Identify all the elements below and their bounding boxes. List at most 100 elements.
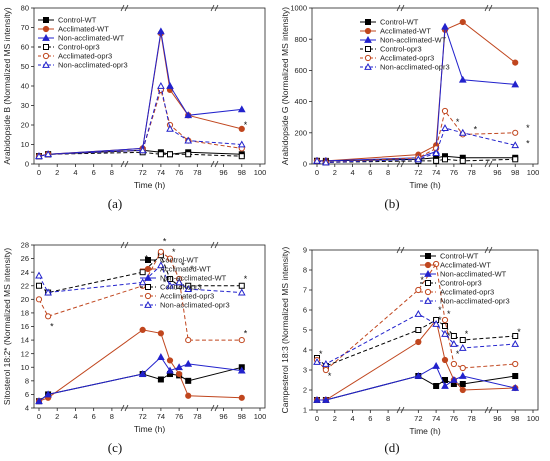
data-point	[313, 357, 321, 365]
data-point	[415, 338, 422, 346]
data-point	[184, 359, 193, 367]
x-tick-label: 100	[527, 414, 540, 423]
plot-frame	[311, 7, 539, 165]
data-point	[459, 18, 466, 26]
data-point	[450, 333, 457, 339]
data-point	[157, 261, 165, 269]
data-point	[35, 397, 43, 405]
data-point	[139, 326, 146, 333]
series-line	[38, 251, 242, 341]
data-point	[414, 155, 423, 163]
legend-marker	[144, 300, 152, 308]
legend-marker	[145, 284, 151, 290]
panel-label: (d)	[384, 440, 399, 455]
legend-marker	[144, 273, 152, 281]
x-tick-label: 4	[73, 412, 77, 421]
legend-label: Control-opr3	[160, 283, 202, 292]
significance-star: *	[50, 322, 54, 332]
significance-star: *	[447, 331, 451, 341]
x-tick-label: 0	[315, 168, 319, 177]
data-point	[433, 157, 440, 164]
x-tick-label: 6	[92, 168, 96, 177]
legend-label: Control-WT	[440, 252, 479, 261]
y-tick-label: 5	[303, 326, 307, 335]
data-point	[157, 248, 164, 255]
data-point	[138, 370, 147, 377]
significance-star: *	[456, 117, 460, 127]
data-point	[432, 149, 440, 156]
data-point	[459, 364, 466, 372]
axis-break	[210, 160, 219, 168]
y-axis-title: Arabidopside G (Normalized MS intensity)	[280, 7, 290, 165]
data-point	[441, 381, 449, 389]
legend-label: Control-opr3	[380, 45, 422, 54]
data-point	[458, 75, 467, 83]
data-point	[138, 278, 147, 286]
legend: Control-WTAcclimated-WTNon-acclimated-WT…	[420, 252, 510, 306]
data-point	[459, 157, 466, 164]
axis-break	[210, 241, 219, 249]
legend-marker	[424, 261, 432, 269]
data-point	[166, 357, 174, 364]
panel-label: (b)	[384, 196, 399, 211]
y-tick-label: 80	[21, 4, 29, 13]
series-line	[38, 88, 242, 157]
legend-marker	[42, 52, 50, 60]
data-point	[459, 337, 466, 343]
x-axis-title: Time (h)	[409, 180, 440, 190]
legend-label: Acclimated-WT	[160, 265, 211, 274]
legend-label: Acclimated-opr3	[440, 288, 494, 297]
series-line	[316, 313, 516, 365]
data-point	[442, 156, 448, 163]
y-tick-label: 22	[21, 281, 29, 290]
data-point	[415, 286, 422, 294]
data-point	[166, 281, 174, 289]
x-tick-label: 0	[315, 414, 319, 423]
x-tick-label: 76	[175, 412, 183, 421]
data-point	[322, 395, 330, 403]
legend-marker	[144, 292, 152, 300]
data-point	[157, 330, 164, 337]
x-axis-title: Time (h)	[134, 180, 165, 190]
y-tick-label: 800	[294, 35, 307, 44]
legend-label: Non-acclimated-WT	[58, 34, 125, 43]
x-tick-label: 74	[432, 168, 440, 177]
data-point	[450, 339, 458, 347]
significance-star: *	[526, 123, 530, 133]
y-tick-label: 20	[21, 121, 29, 130]
data-point	[166, 255, 174, 262]
y-tick-label: 3	[303, 366, 307, 375]
data-point	[184, 136, 193, 144]
x-tick-label: 74	[157, 168, 165, 177]
axis-break	[484, 4, 493, 12]
y-tick-label: 20	[21, 295, 29, 304]
y-tick-label: 24	[21, 268, 29, 277]
axis-break	[396, 246, 405, 254]
series-line	[38, 329, 242, 402]
y-tick-label: 7	[303, 286, 307, 295]
axis-break	[484, 160, 493, 168]
x-tick-label: 100	[254, 412, 267, 421]
legend-marker	[364, 35, 372, 43]
legend-marker	[424, 269, 432, 277]
x-tick-label: 72	[138, 412, 146, 421]
data-point	[441, 356, 449, 364]
panel-1: 0 200 400 600 800 1000 0 2 4 6 8 72 74 76 78 96 98 100 Tim…	[280, 4, 539, 211]
y-tick-label: 4	[303, 346, 307, 355]
y-tick-label: 0	[303, 160, 307, 169]
y-axis-title: Sitosterol 18:2* (Normalized MS intensit…	[2, 248, 12, 405]
data-point	[184, 285, 193, 293]
x-tick-label: 96	[493, 168, 501, 177]
legend-label: Non-acclimated-WT	[160, 274, 227, 283]
data-point	[322, 366, 329, 374]
legend-marker	[145, 257, 151, 263]
legend-marker	[42, 33, 50, 41]
series-line	[317, 375, 516, 401]
data-point	[238, 336, 245, 344]
significance-star: *	[526, 139, 530, 149]
legend-marker	[144, 265, 152, 273]
x-tick-label: 2	[55, 168, 59, 177]
data-point	[166, 366, 174, 374]
